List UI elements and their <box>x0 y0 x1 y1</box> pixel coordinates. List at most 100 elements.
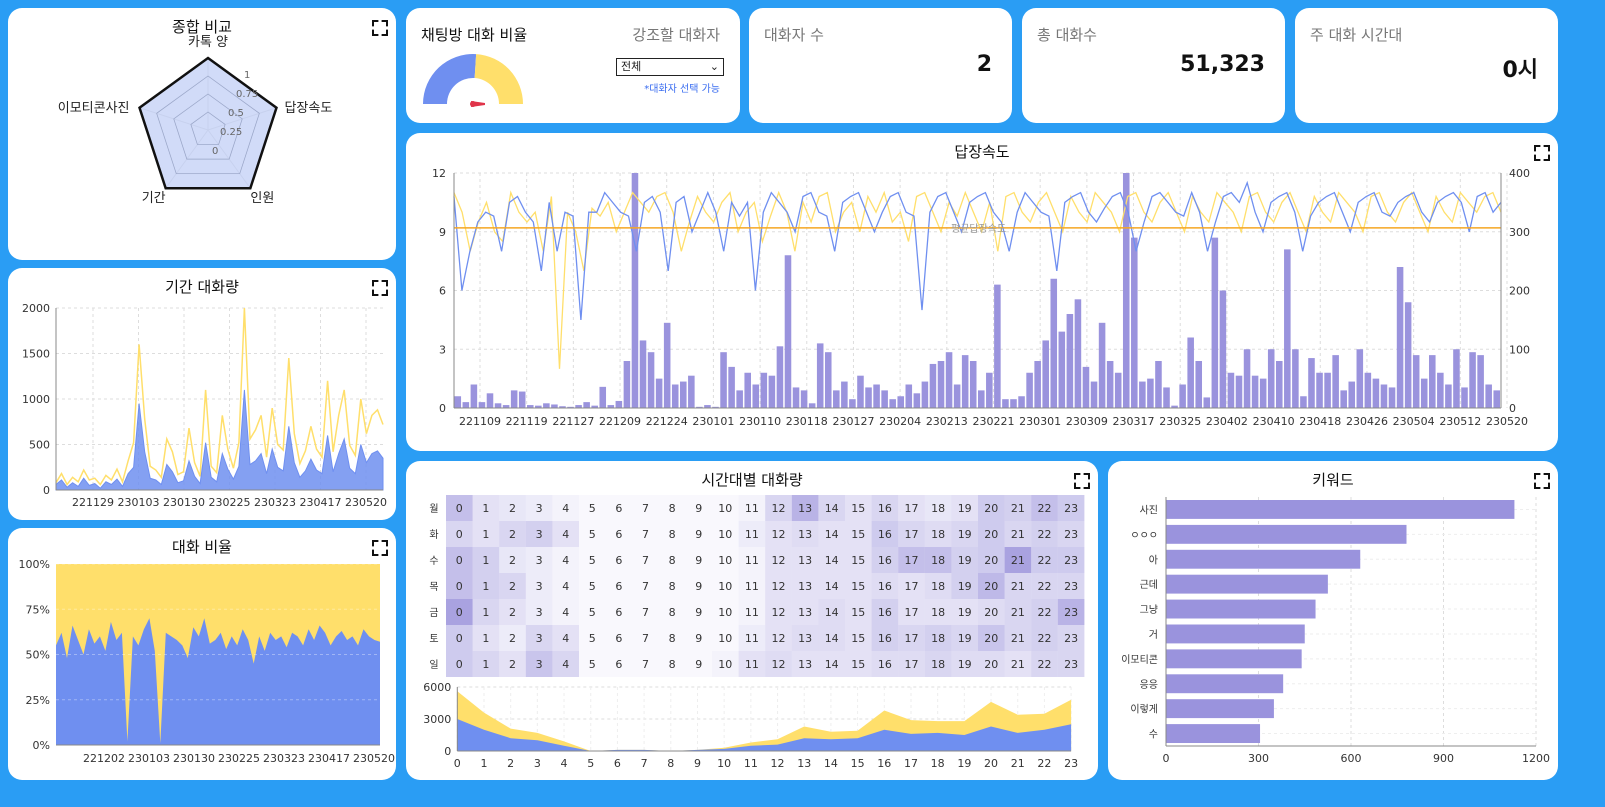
y-tick-label: 25% <box>26 694 50 707</box>
x-tick-label: 230417 <box>300 496 342 509</box>
heatmap-cell <box>525 625 553 651</box>
bar <box>470 384 478 408</box>
heatmap-cell <box>579 495 606 521</box>
heatmap-cell-label: 12 <box>772 580 786 593</box>
heatmap-cell-label: 4 <box>562 502 569 515</box>
bar <box>1018 396 1025 408</box>
heatmap-cell-label: 5 <box>589 502 596 515</box>
x-tick-label: 230103 <box>128 752 170 765</box>
bar <box>1227 372 1235 408</box>
heatmap-cell-label: 9 <box>695 606 702 619</box>
heatmap-cell <box>738 521 766 547</box>
bar <box>1388 387 1396 408</box>
heatmap-cell-label: 1 <box>482 502 489 515</box>
expand-icon[interactable] <box>372 540 384 552</box>
expand-icon[interactable] <box>372 20 384 32</box>
heatmap-row-label: 토 <box>429 634 438 645</box>
heatmap-cell <box>738 547 766 573</box>
heatmap-cell <box>658 651 686 677</box>
gauge-blue <box>423 54 477 104</box>
bar <box>953 384 961 408</box>
heatmap-cell-label: 22 <box>1038 502 1052 515</box>
heatmap-cell <box>871 599 899 625</box>
x-tick-label: 230520 <box>353 752 395 765</box>
heatmap-cell <box>1057 599 1085 625</box>
bar <box>1166 649 1302 669</box>
x-tick-label: 0 <box>1163 752 1170 765</box>
bar <box>518 391 526 408</box>
bar <box>1058 331 1066 408</box>
bar <box>1308 358 1315 408</box>
heatmap-cell <box>818 651 845 677</box>
radar-tick: 0.5 <box>228 108 244 119</box>
heatmap-cell-label: 14 <box>825 632 839 645</box>
y-tick-label: 50% <box>26 649 50 662</box>
heatmap-cell-label: 7 <box>642 580 649 593</box>
heatmap-cell <box>552 599 579 625</box>
bar <box>1243 349 1251 408</box>
heatmap-cell-label: 18 <box>931 554 945 567</box>
category-label: 이렇게 <box>1130 703 1158 716</box>
bar <box>1469 352 1476 408</box>
expand-icon[interactable] <box>1534 145 1546 157</box>
heatmap-cell <box>818 573 845 599</box>
expand-icon[interactable] <box>1534 473 1546 485</box>
heatmap-cell <box>765 651 792 677</box>
x-tick-label: 230110 <box>739 415 781 428</box>
bar <box>905 384 913 408</box>
x-tick-label: 221202 <box>83 752 125 765</box>
heatmap-cell-label: 10 <box>718 658 732 671</box>
heatmap-cell <box>499 521 526 547</box>
bar <box>824 352 832 408</box>
x-tick-label: 230204 <box>879 415 921 428</box>
heatmap-cell <box>446 651 473 677</box>
x-tick-label: 230213 <box>926 415 968 428</box>
heatmap-cell <box>898 495 925 521</box>
bar <box>913 393 921 408</box>
bar <box>478 402 486 408</box>
speaker-select[interactable]: 전체 ⌄ <box>616 58 724 76</box>
heatmap-cell-label: 0 <box>456 580 463 593</box>
heatmap-cell <box>472 495 500 521</box>
bar <box>1412 355 1420 408</box>
heatmap-cell <box>658 599 686 625</box>
heatmap-cell-label: 11 <box>745 528 759 541</box>
heatmap-cell-label: 11 <box>745 580 759 593</box>
heatmap-cell-label: 3 <box>536 606 543 619</box>
heatmap-cell-label: 15 <box>851 502 865 515</box>
y-right-tick-label: 200 <box>1509 285 1530 298</box>
heatmap-cell-label: 6 <box>615 502 622 515</box>
heatmap-cell <box>845 625 872 651</box>
x-tick-label: 10 <box>717 757 731 770</box>
x-tick-label: 600 <box>1341 752 1362 765</box>
heatmap-cell-label: 12 <box>772 658 786 671</box>
bar <box>575 405 582 408</box>
heatmap-cell <box>685 495 712 521</box>
heatmap-cell <box>978 573 1005 599</box>
bar <box>1461 387 1468 408</box>
bar <box>1340 390 1347 408</box>
x-tick-label: 221127 <box>552 415 594 428</box>
bar <box>1114 372 1122 408</box>
x-tick-label: 230325 <box>1159 415 1201 428</box>
heatmap-cell <box>499 573 526 599</box>
heatmap-cell <box>898 521 925 547</box>
heatmap-cell <box>924 573 952 599</box>
heatmap-cell <box>1031 521 1058 547</box>
heatmap-cell <box>605 651 633 677</box>
expand-icon[interactable] <box>1074 473 1086 485</box>
heatmap-cell <box>472 547 500 573</box>
bar <box>1211 237 1219 408</box>
radar-tick: 0 <box>212 146 218 157</box>
x-tick-label: 221109 <box>459 415 501 428</box>
heatmap-cell <box>765 521 792 547</box>
heatmap-cell <box>1004 625 1032 651</box>
radar-axis-label: 인원 <box>250 191 274 206</box>
bar <box>760 372 768 408</box>
bar <box>768 375 776 408</box>
expand-icon[interactable] <box>372 280 384 292</box>
x-tick-label: 16 <box>877 757 891 770</box>
heatmap-cell-label: 9 <box>695 528 702 541</box>
bar <box>752 384 760 408</box>
heatmap-cell-label: 21 <box>1011 632 1025 645</box>
